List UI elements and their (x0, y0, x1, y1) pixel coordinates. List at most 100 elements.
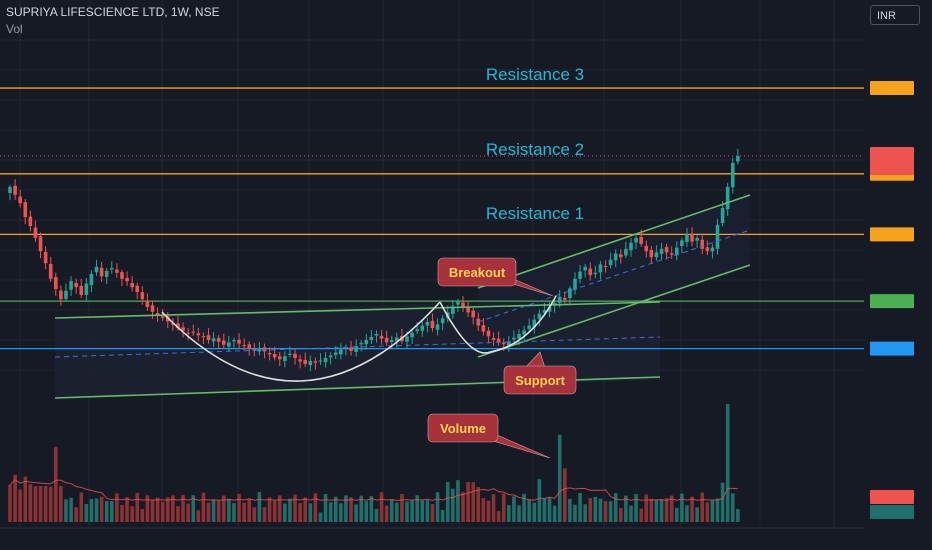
candle-body (272, 354, 277, 358)
volume-bar (262, 507, 267, 522)
horizontal-levels (0, 87, 864, 350)
volume-bar (532, 502, 537, 522)
candle-body (140, 292, 145, 300)
candle-body (568, 288, 572, 299)
volume-bar (715, 498, 720, 522)
candle-body (354, 346, 358, 352)
candle-body (277, 356, 282, 360)
volume-bar (420, 500, 425, 522)
volume-bar (445, 481, 450, 522)
volume-bar (125, 497, 129, 522)
candle-body (379, 335, 384, 339)
volume-bar (176, 506, 180, 522)
candle-body (308, 361, 313, 366)
candle-body (517, 334, 521, 339)
candle-body (532, 319, 537, 328)
volume-bar (486, 500, 491, 522)
candle-body (206, 335, 211, 340)
candle-body (13, 185, 17, 195)
candle-body (43, 251, 48, 264)
time-axis[interactable] (0, 527, 864, 550)
candle-body (120, 272, 124, 279)
candle-body (33, 227, 38, 238)
candle-body (619, 254, 623, 258)
volume-callout-pointer (489, 431, 551, 459)
candle-body (28, 216, 33, 226)
volume-bar (476, 487, 481, 522)
candle-body (669, 253, 674, 255)
time-axis-bg (0, 528, 864, 550)
candle-body (104, 271, 109, 277)
candle-body (23, 202, 28, 217)
volume-bar (333, 496, 338, 522)
candle-body (705, 247, 710, 252)
candle-body (496, 338, 501, 343)
candle-body (130, 282, 134, 288)
volume-bar (522, 493, 526, 522)
candle-body (695, 238, 699, 241)
volume-bar (277, 495, 282, 522)
level-tag-bg (870, 341, 914, 356)
volume-bar (303, 497, 308, 522)
candle-body (659, 248, 664, 254)
volume-bar (619, 507, 623, 522)
currency-selector[interactable]: INR (870, 5, 920, 25)
candle-body (501, 342, 506, 345)
cup-arc (161, 301, 441, 382)
candle-body (634, 238, 638, 243)
volume-bar (99, 496, 104, 522)
candle-body (410, 332, 414, 338)
candle-body (221, 340, 226, 345)
base-midline (54, 336, 661, 358)
volume-bar (578, 493, 582, 522)
candle-body (507, 341, 511, 346)
price-axis[interactable] (864, 0, 932, 550)
volume-bar (13, 474, 17, 522)
volume-bar (344, 495, 348, 522)
volume-bar (150, 499, 155, 522)
volume-bar (720, 482, 725, 522)
volume-bar (374, 508, 379, 522)
volume-bar (456, 480, 460, 522)
candle-body (583, 266, 587, 271)
candle-body (211, 338, 216, 342)
volume-bar (135, 492, 140, 522)
volume-bar (191, 495, 196, 522)
candle-body (54, 277, 58, 289)
volume-bar (557, 434, 562, 522)
volume-bar (593, 496, 598, 522)
volume-bar (323, 494, 328, 522)
candle-body (74, 282, 78, 288)
candle-body (527, 325, 531, 329)
volume-bar (654, 499, 659, 522)
candle-body (298, 359, 302, 362)
candle-body (145, 300, 150, 307)
candle-body (700, 239, 705, 249)
candle-body (242, 345, 246, 347)
volume-bar (201, 492, 206, 522)
resistance-1-label: Resistance 1 (486, 204, 584, 223)
candle-body (435, 324, 440, 330)
candle-body (624, 248, 628, 256)
volume-bar (608, 501, 613, 522)
candle-body (420, 325, 425, 331)
channel-midline (477, 229, 751, 323)
candle-body (328, 355, 333, 358)
volume-bar (171, 495, 175, 522)
candle-body (389, 340, 394, 342)
candle-body (603, 265, 608, 267)
volume-bar (695, 507, 699, 522)
candle-body (690, 233, 694, 242)
candle-body (288, 353, 292, 355)
candle-body (247, 344, 252, 349)
candle-body (181, 327, 185, 331)
volume-bar (736, 509, 740, 522)
candle-body (369, 337, 374, 341)
volume-bar (400, 494, 404, 522)
candle-body (283, 356, 287, 361)
volume-bar (496, 511, 501, 522)
last-price-tag-bg (870, 147, 914, 176)
volume-bar (181, 494, 185, 522)
candle-body (384, 337, 389, 343)
